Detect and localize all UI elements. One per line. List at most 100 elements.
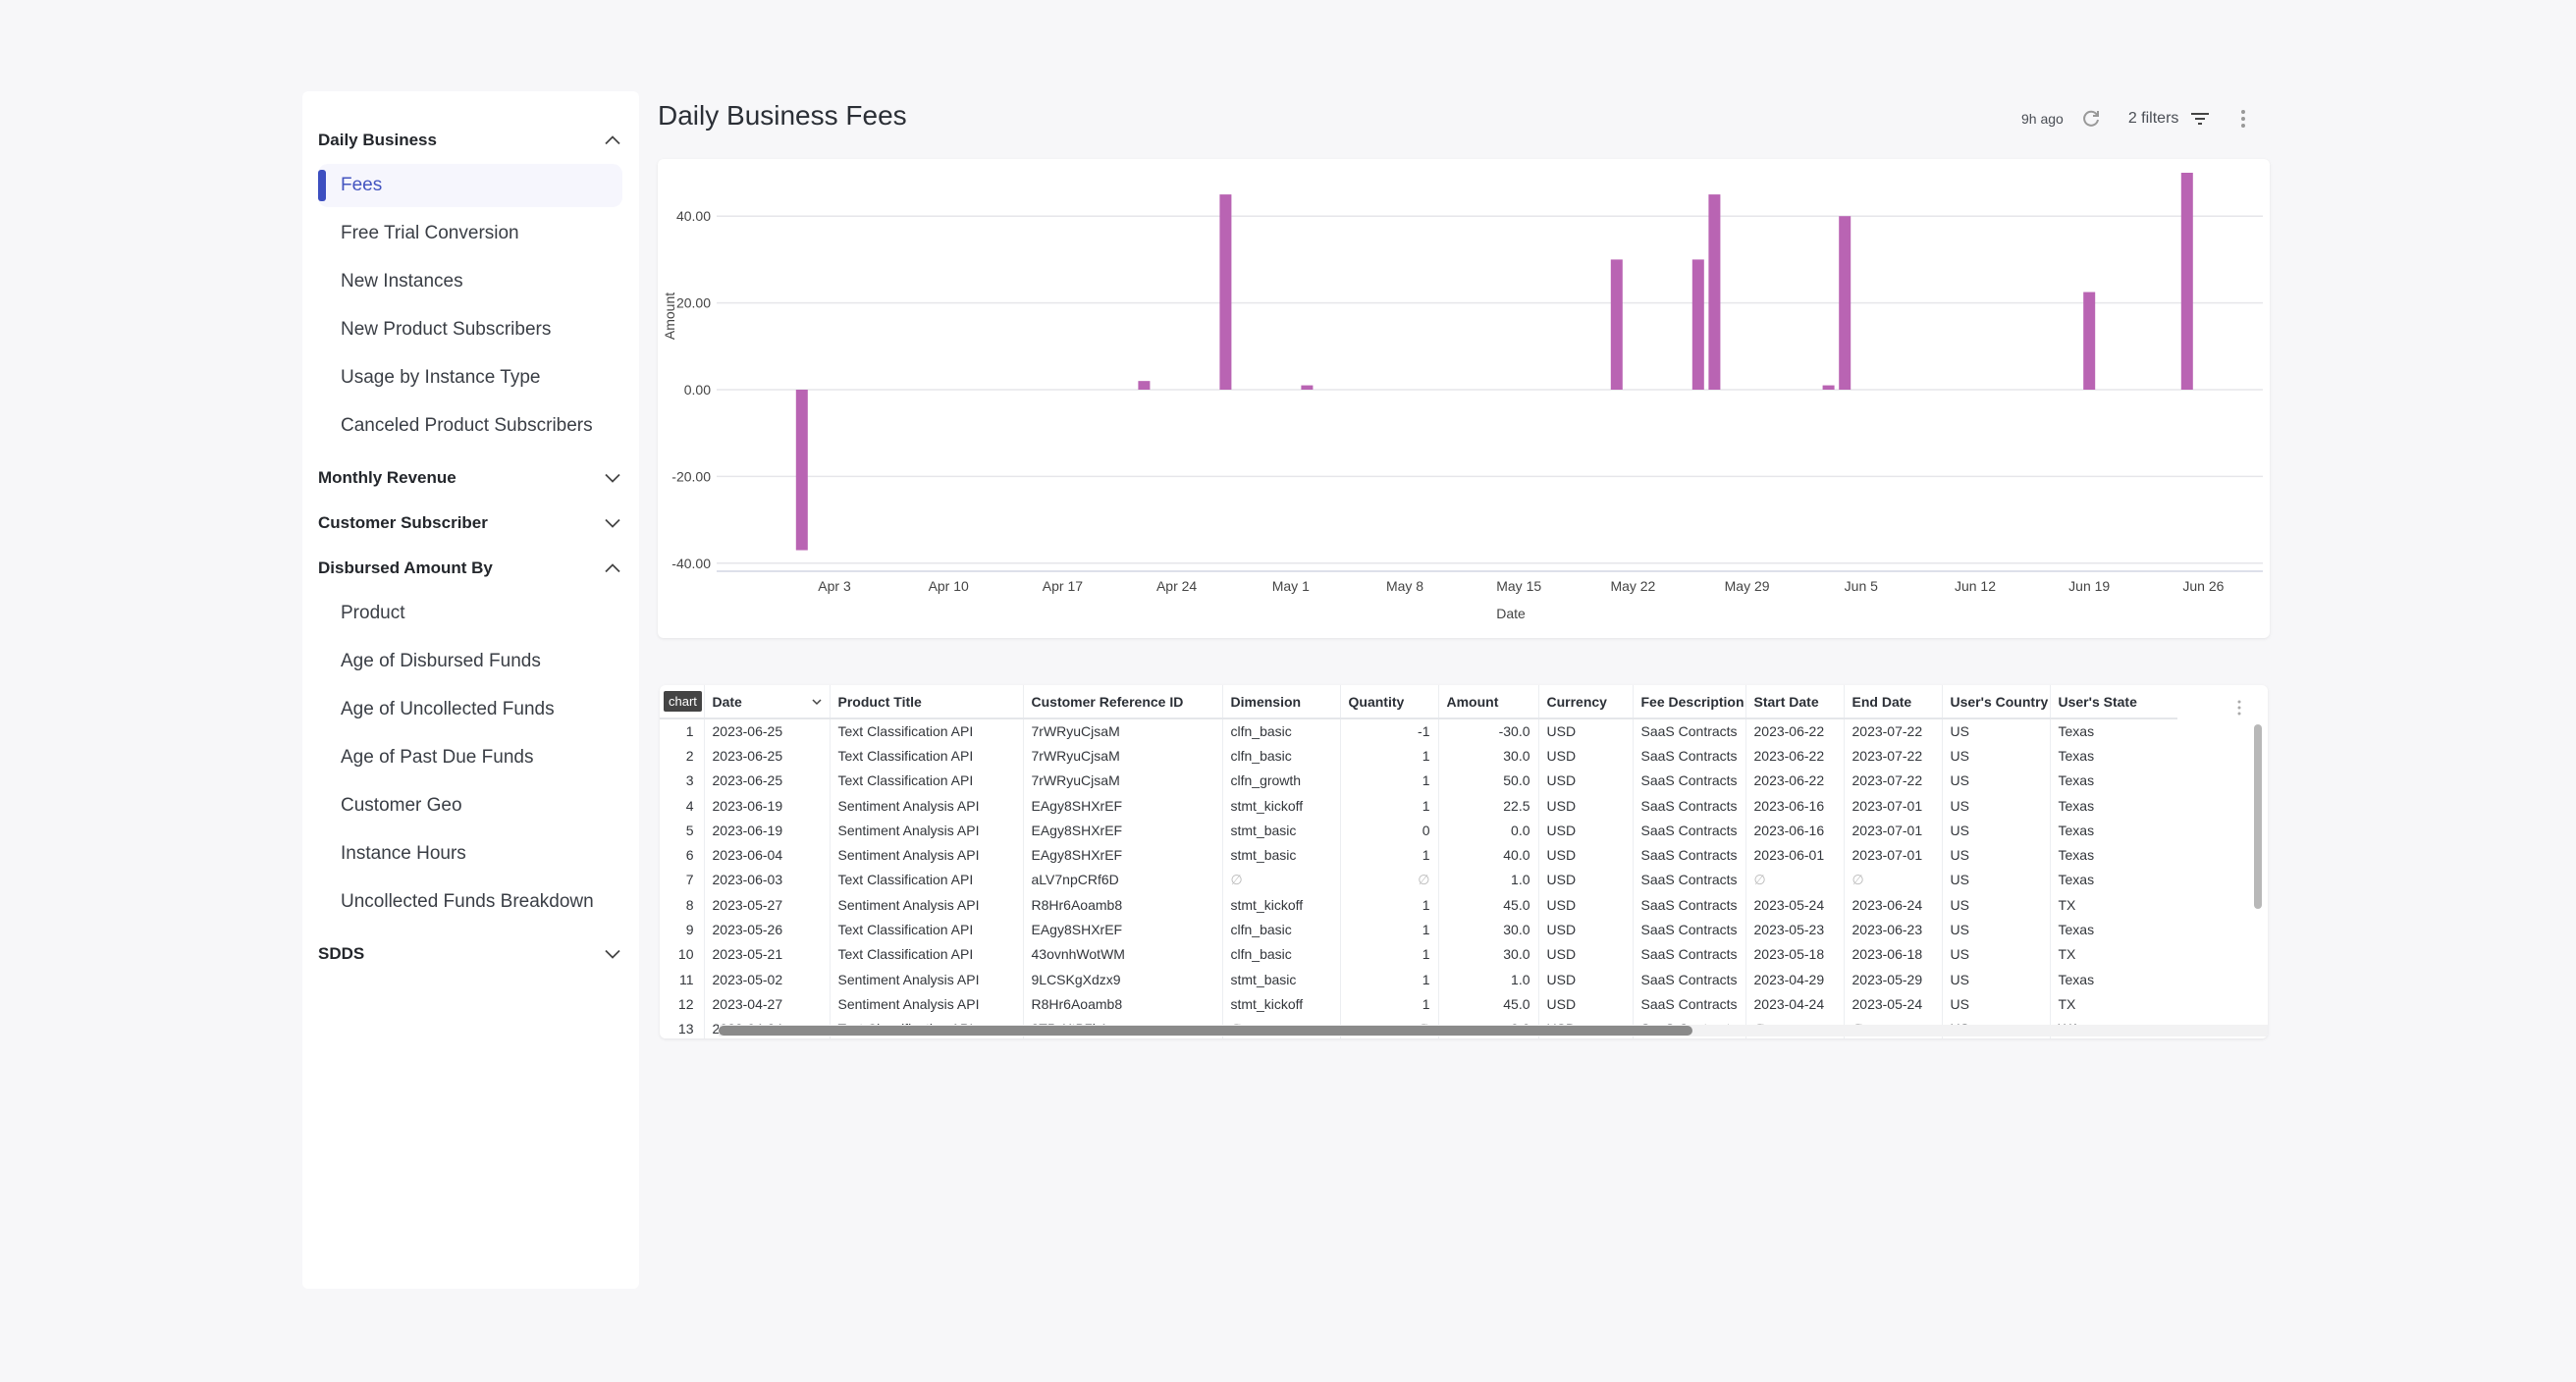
table-cell: Sentiment Analysis API [829, 991, 1023, 1017]
table-cell: Sentiment Analysis API [829, 892, 1023, 918]
table-row[interactable]: 2 2023-06-25 Text Classification API 7rWRyu… [660, 743, 2177, 769]
table-row[interactable]: 10 2023-05-21 Text Classification API 43ovn… [660, 941, 2177, 967]
table: Date Product Title Customer Reference ID Di… [660, 685, 2177, 1038]
table-cell: EAgy8SHXrEF [1022, 842, 1222, 868]
column-header-quantity[interactable]: Quantity [1339, 685, 1438, 719]
more-vertical-icon[interactable] [2239, 109, 2247, 129]
table-cell: TX [2049, 991, 2177, 1017]
sidebar-item-product[interactable]: Product [318, 592, 622, 635]
sort-desc-icon[interactable] [811, 698, 822, 706]
y-axis-title: Amount [662, 292, 677, 340]
sidebar-item-label: Free Trial Conversion [341, 223, 519, 243]
bar [1301, 385, 1314, 390]
sidebar-item-label: New Product Subscribers [341, 319, 552, 340]
filters-button[interactable]: 2 filters [2127, 110, 2179, 127]
table-cell: 2023-05-29 [1843, 966, 1942, 992]
sidebar-item-fees[interactable]: Fees [318, 164, 622, 207]
sidebar-item-usage-by-instance-type[interactable]: Usage by Instance Type [318, 356, 622, 399]
sidebar-item-label: Customer Geo [341, 795, 462, 816]
chevron-up-icon[interactable] [603, 133, 622, 147]
table-row[interactable]: 9 2023-05-26 Text Classification API EAgy8S… [660, 917, 2177, 942]
sidebar-item-new-product-subscribers[interactable]: New Product Subscribers [318, 308, 622, 351]
sidebar-item-uncollected-funds-breakdown[interactable]: Uncollected Funds Breakdown [318, 880, 622, 924]
x-tick-label: May 29 [1725, 578, 1770, 594]
scroll-thumb[interactable] [719, 1026, 1692, 1036]
table-cell: stmt_kickoff [1221, 792, 1340, 819]
sidebar-section-sdds[interactable]: SDDS [318, 936, 622, 972]
table-row[interactable]: 4 2023-06-19 Sentiment Analysis API EAgy8SH… [660, 792, 2177, 819]
table-cell: US [1941, 917, 2050, 942]
table-cell: US [1941, 818, 2050, 843]
sidebar-section-daily-business[interactable]: Daily Business [318, 123, 622, 158]
sidebar-item-new-instances[interactable]: New Instances [318, 260, 622, 303]
column-label: Customer Reference ID [1031, 693, 1184, 710]
table-cell: Texas [2049, 818, 2177, 843]
horizontal-scrollbar[interactable] [719, 1025, 2268, 1036]
bar [1610, 259, 1623, 390]
table-cell: 2023-07-22 [1843, 718, 1942, 744]
table-cell: Texas [2049, 842, 2177, 868]
chevron-down-icon[interactable] [603, 947, 622, 961]
sidebar-item-label: Fees [341, 175, 383, 195]
scroll-thumb[interactable] [2254, 724, 2262, 909]
table-cell: 2023-07-01 [1843, 818, 1942, 843]
column-header-date[interactable]: Date [703, 685, 830, 719]
column-header-end-date[interactable]: End Date [1843, 685, 1942, 719]
table-cell: Texas [2049, 718, 2177, 744]
sidebar-item-canceled-product-subscribers[interactable]: Canceled Product Subscribers [318, 404, 622, 448]
filter-icon[interactable] [2190, 111, 2210, 127]
column-header-product-title[interactable]: Product Title [829, 685, 1023, 719]
sidebar-section-monthly-revenue[interactable]: Monthly Revenue [318, 460, 622, 496]
last-updated: 9h ago [2021, 111, 2064, 127]
table-cell: USD [1537, 743, 1633, 769]
column-header-user-s-country[interactable]: User's Country [1941, 685, 2050, 719]
sidebar-item-age-of-past-due-funds[interactable]: Age of Past Due Funds [318, 736, 622, 779]
table-row[interactable]: 11 2023-05-02 Sentiment Analysis API 9LCSKg… [660, 966, 2177, 992]
column-header-dimension[interactable]: Dimension [1221, 685, 1340, 719]
column-header-user-s-state[interactable]: User's State [2049, 685, 2177, 719]
section-label: Disbursed Amount By [318, 558, 493, 577]
sidebar-item-label: Usage by Instance Type [341, 367, 541, 388]
table-cell: 30.0 [1437, 917, 1538, 942]
sidebar-section-disbursed-amount-by[interactable]: Disbursed Amount By [318, 551, 622, 586]
chevron-down-icon[interactable] [603, 471, 622, 485]
table-row[interactable]: 7 2023-06-03 Text Classification API aLV7np… [660, 867, 2177, 893]
column-label: Dimension [1230, 693, 1302, 710]
column-header-amount[interactable]: Amount [1437, 685, 1538, 719]
table-cell: US [1941, 718, 2050, 744]
sidebar-section-customer-subscriber[interactable]: Customer Subscriber [318, 505, 622, 541]
column-header-customer-reference-id[interactable]: Customer Reference ID [1022, 685, 1222, 719]
sidebar-item-customer-geo[interactable]: Customer Geo [318, 784, 622, 827]
column-menu-icon[interactable] [2236, 699, 2242, 717]
vertical-scrollbar[interactable] [2252, 720, 2264, 1021]
table-cell: 2023-06-19 [703, 818, 830, 843]
sidebar-item-age-of-disbursed-funds[interactable]: Age of Disbursed Funds [318, 640, 622, 683]
x-tick-label: Jun 12 [1955, 578, 1996, 594]
sidebar-item-instance-hours[interactable]: Instance Hours [318, 832, 622, 876]
table-row[interactable]: 1 2023-06-25 Text Classification API 7rWRyu… [660, 718, 2177, 744]
table-cell: 2023-05-24 [1843, 991, 1942, 1017]
bar-chart: 40.00 20.00 0.00 -20.00 -40.00 Apr 3 Apr 10 Apr… [662, 173, 2263, 621]
sidebar-item-age-of-uncollected-funds[interactable]: Age of Uncollected Funds [318, 688, 622, 731]
chevron-up-icon[interactable] [603, 561, 622, 575]
table-cell: -30.0 [1437, 718, 1538, 744]
table-cell: Sentiment Analysis API [829, 966, 1023, 992]
table-cell: USD [1537, 818, 1633, 843]
table-row[interactable]: 3 2023-06-25 Text Classification API 7rWRyu… [660, 768, 2177, 793]
table-cell: 1 [1339, 743, 1438, 769]
table-row[interactable]: 5 2023-06-19 Sentiment Analysis API EAgy8SH… [660, 818, 2177, 843]
table-cell: 2023-06-19 [703, 792, 830, 819]
column-header-start-date[interactable]: Start Date [1744, 685, 1844, 719]
column-header-fee-description[interactable]: Fee Description [1632, 685, 1745, 719]
sidebar-item-free-trial-conversion[interactable]: Free Trial Conversion [318, 212, 622, 255]
refresh-icon[interactable] [2081, 109, 2101, 129]
table-cell: US [1941, 842, 2050, 868]
table-row[interactable]: 8 2023-05-27 Sentiment Analysis API R8Hr6Ao… [660, 892, 2177, 918]
x-tick-label: Jun 19 [2068, 578, 2110, 594]
chevron-down-icon[interactable] [603, 516, 622, 530]
table-row[interactable]: 6 2023-06-04 Sentiment Analysis API EAgy8SH… [660, 842, 2177, 868]
column-header-currency[interactable]: Currency [1537, 685, 1633, 719]
table-row[interactable]: 12 2023-04-27 Sentiment Analysis API R8Hr6A… [660, 991, 2177, 1017]
y-tick-label: -20.00 [671, 468, 711, 484]
table-cell: 2023-07-22 [1843, 743, 1942, 769]
